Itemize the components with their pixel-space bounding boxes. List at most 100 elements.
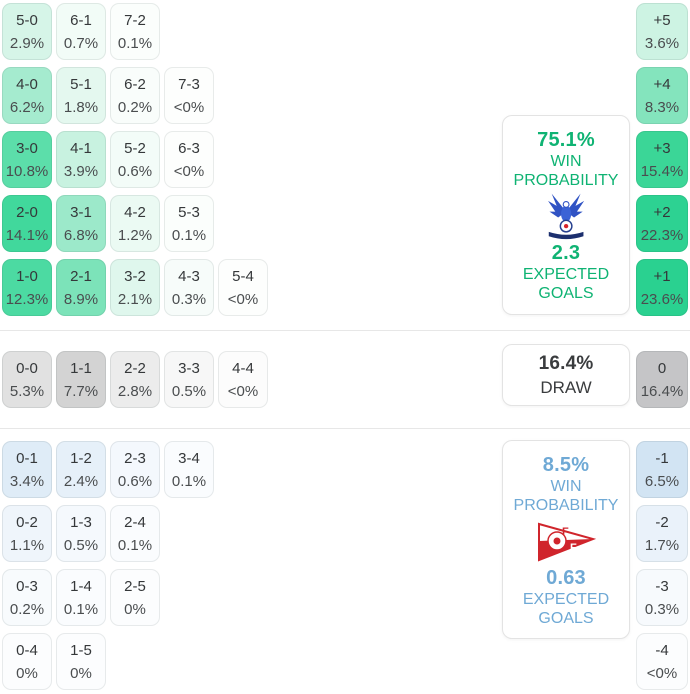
score-label: 0-4 [16, 641, 38, 659]
score-cell-6-1: 6-1 0.7% [56, 3, 106, 60]
score-cell-5-2: 5-2 0.6% [110, 131, 160, 188]
score-label: 3-4 [178, 449, 200, 467]
probability-label: 16.4% [640, 382, 684, 400]
score-label: 1-3 [70, 513, 92, 531]
probability-label: 3.9% [63, 162, 99, 180]
score-label: 4-2 [124, 203, 146, 221]
probability-label: 1.7% [644, 536, 680, 554]
probability-label: <0% [173, 162, 205, 180]
score-label: 1-1 [70, 359, 92, 377]
margin-cell-+1: +1 23.6% [636, 259, 688, 316]
score-label: 5-4 [232, 267, 254, 285]
score-cell-3-1: 3-1 6.8% [56, 195, 106, 252]
score-row: 0-1 3.4% 1-2 2.4% 2-3 0.6% 3-4 0.1% [2, 441, 214, 498]
score-cell-3-0: 3-0 10.8% [2, 131, 52, 188]
probability-label: 0.1% [171, 472, 207, 490]
score-label: -1 [655, 449, 669, 467]
score-label: 6-1 [70, 11, 92, 29]
probability-label: 6.2% [9, 98, 45, 116]
probability-label: 2.8% [117, 382, 153, 400]
score-label: 0-2 [16, 513, 38, 531]
margin-cell-0: 0 16.4% [636, 351, 688, 408]
probability-label: <0% [227, 382, 259, 400]
score-cell-2-3: 2-3 0.6% [110, 441, 160, 498]
probability-label: 2.1% [117, 290, 153, 308]
score-label: 1-2 [70, 449, 92, 467]
probability-label: 15.4% [640, 162, 684, 180]
score-cell-0-2: 0-2 1.1% [2, 505, 52, 562]
probability-label: 0% [124, 600, 146, 618]
score-label: 2-4 [124, 513, 146, 531]
draw-margin-column: 0 16.4% [636, 351, 688, 408]
score-cell-0-1: 0-1 3.4% [2, 441, 52, 498]
score-cell-6-3: 6-3 <0% [164, 131, 214, 188]
score-row: 4-0 6.2% 5-1 1.8% 6-2 0.2% 7-3 <0% [2, 67, 268, 124]
probability-label: 0.3% [171, 290, 207, 308]
margin-cell--3: -3 0.3% [636, 569, 688, 626]
margin-cell--2: -2 1.7% [636, 505, 688, 562]
probability-label: 0.6% [117, 162, 153, 180]
probability-label: 6.8% [63, 226, 99, 244]
score-cell-0-3: 0-3 0.2% [2, 569, 52, 626]
home-win-probability-label: WIN PROBABILITY [513, 153, 619, 189]
margin-cell--1: -1 6.5% [636, 441, 688, 498]
score-cell-7-2: 7-2 0.1% [110, 3, 160, 60]
probability-label: 5.3% [9, 382, 45, 400]
score-label: -3 [655, 577, 669, 595]
score-label: 1-4 [70, 577, 92, 595]
probability-label: 2.9% [9, 34, 45, 52]
score-label: 5-2 [124, 139, 146, 157]
score-label: 7-3 [178, 75, 200, 93]
score-label: 0-1 [16, 449, 38, 467]
home-expected-goals-label: EXPECTED GOALS [522, 266, 610, 302]
score-cell-2-0: 2-0 14.1% [2, 195, 52, 252]
section-divider [0, 428, 690, 429]
score-cell-2-5: 2-5 0% [110, 569, 160, 626]
score-label: +5 [653, 11, 671, 29]
margin-cell-+2: +2 22.3% [636, 195, 688, 252]
score-label: 1-5 [70, 641, 92, 659]
score-row: 3-0 10.8% 4-1 3.9% 5-2 0.6% 6-3 <0% [2, 131, 268, 188]
draw-score-row: 0-0 5.3% 1-1 7.7% 2-2 2.8% 3-3 0.5% 4-4 <0% [2, 351, 268, 415]
score-cell-5-4: 5-4 <0% [218, 259, 268, 316]
probability-label: 6.5% [644, 472, 680, 490]
probability-label: <0% [173, 98, 205, 116]
score-label: 3-2 [124, 267, 146, 285]
score-label: -2 [655, 513, 669, 531]
probability-label: 0.1% [171, 226, 207, 244]
score-label: 0-3 [16, 577, 38, 595]
home-expected-goals-value: 2.3 [551, 242, 581, 264]
probability-label: 10.8% [5, 162, 49, 180]
probability-label: 0.1% [117, 536, 153, 554]
probability-label: 12.3% [5, 290, 49, 308]
score-cell-5-0: 5-0 2.9% [2, 3, 52, 60]
score-cell-1-3: 1-3 0.5% [56, 505, 106, 562]
score-label: 5-3 [178, 203, 200, 221]
away-expected-goals-label: EXPECTED GOALS [522, 591, 610, 627]
score-label: -4 [655, 641, 669, 659]
away-margin-column: -1 6.5% -2 1.7% -3 0.3% -4 <0% [636, 441, 688, 690]
score-label: 4-4 [232, 359, 254, 377]
score-label: 4-0 [16, 75, 38, 93]
score-label: 4-3 [178, 267, 200, 285]
probability-label: 1.2% [117, 226, 153, 244]
score-label: 3-3 [178, 359, 200, 377]
draw-probability-value: 16.4% [538, 353, 594, 374]
score-cell-4-0: 4-0 6.2% [2, 67, 52, 124]
score-label: 6-3 [178, 139, 200, 157]
home-win-probability-value: 75.1% [537, 129, 595, 151]
score-cell-0-0: 0-0 5.3% [2, 351, 52, 408]
score-cell-1-5: 1-5 0% [56, 633, 106, 690]
score-cell-6-2: 6-2 0.2% [110, 67, 160, 124]
svg-text:F: F [570, 542, 577, 554]
away-score-matrix: 0-1 3.4% 1-2 2.4% 2-3 0.6% 3-4 0.1% 0-2 1.1% 1-3 0.… [2, 441, 214, 694]
fredrikstad-logo: F F [534, 515, 598, 567]
score-label: 2-0 [16, 203, 38, 221]
score-label: 6-2 [124, 75, 146, 93]
score-cell-5-1: 5-1 1.8% [56, 67, 106, 124]
home-score-matrix: 5-0 2.9% 6-1 0.7% 7-2 0.1% 4-0 6.2% 5-1 1.8% 6-2 0.… [2, 3, 268, 323]
draw-label: DRAW [540, 378, 592, 397]
score-cell-3-3: 3-3 0.5% [164, 351, 214, 408]
score-label: 2-3 [124, 449, 146, 467]
